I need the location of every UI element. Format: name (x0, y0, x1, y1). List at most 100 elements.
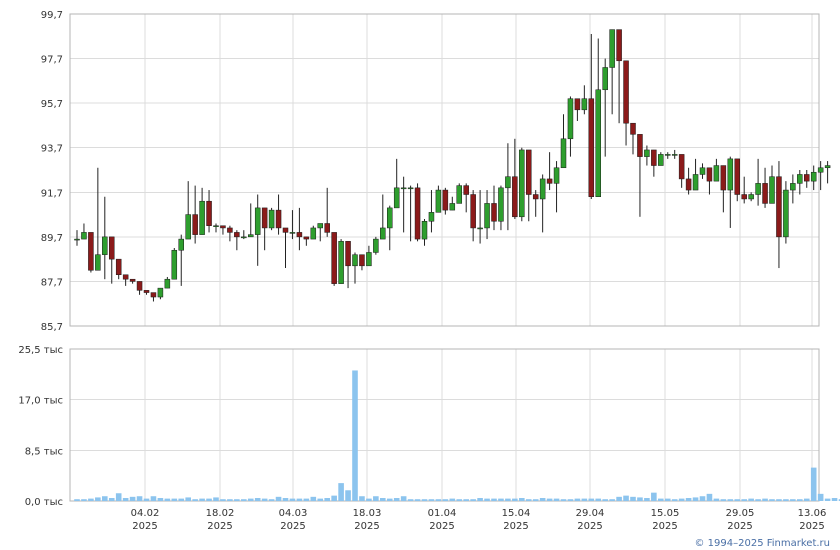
volume-bar (192, 499, 198, 501)
candle-body (143, 290, 150, 293)
candle (338, 239, 344, 284)
candle-body (241, 236, 247, 239)
candle (109, 236, 115, 284)
candle (671, 149, 678, 159)
candle (199, 187, 205, 235)
x-tick-date: 13.06 (798, 508, 827, 519)
volume-bar (442, 499, 449, 501)
volume-bar (817, 493, 824, 501)
volume-bar (797, 499, 803, 501)
candle-body (748, 194, 754, 200)
x-tick-year: 2025 (429, 521, 454, 532)
candle-body (324, 223, 330, 233)
candle-body (665, 154, 671, 156)
volume-bar (609, 499, 615, 501)
price-y-tick-label: 95,7 (41, 99, 63, 110)
volume-y-tick-label: 25,5 тыс (18, 345, 63, 356)
price-y-tick-label: 87,7 (41, 277, 63, 288)
candle-body (734, 158, 740, 195)
candle-body (623, 60, 629, 124)
volume-bar (790, 499, 796, 501)
candle-body (102, 236, 108, 255)
candle-body (178, 238, 184, 251)
candle-body (331, 232, 337, 284)
candle-body (136, 281, 143, 291)
candle-body (817, 167, 824, 173)
candle-body (553, 167, 560, 184)
candle-body (810, 171, 817, 182)
volume-bar (171, 498, 178, 501)
candle (484, 190, 490, 240)
candle-body (206, 200, 212, 226)
candle-body (595, 89, 601, 197)
volume-bar (275, 496, 282, 501)
candle (150, 292, 157, 302)
candle (665, 152, 671, 159)
candle (373, 236, 379, 255)
candle-body (122, 274, 129, 280)
volume-bar (783, 499, 789, 501)
candle (810, 165, 817, 191)
candle-body (526, 149, 532, 195)
volume-bar (574, 498, 581, 501)
candle-body (414, 187, 421, 240)
candle (699, 163, 706, 179)
candle (136, 281, 143, 295)
candle (331, 232, 337, 286)
volume-bar (380, 498, 386, 501)
candle (762, 167, 768, 208)
candle (428, 190, 435, 233)
candle-body (227, 227, 233, 233)
candle-body (512, 176, 518, 218)
candle (734, 158, 740, 202)
candle (470, 190, 476, 242)
x-tick-year: 2025 (799, 521, 824, 532)
candle-body (609, 29, 615, 68)
x-tick-year: 2025 (280, 521, 305, 532)
copyright-link[interactable]: © 1994–2025 Finmarket.ru (694, 538, 830, 549)
candle (755, 158, 761, 206)
candle (421, 219, 428, 246)
candle-body (658, 154, 664, 166)
candle-body (706, 167, 713, 182)
candle-body (720, 165, 727, 191)
x-tick-date: 04.03 (279, 508, 308, 519)
volume-bar (421, 499, 428, 501)
x-axis: 04.02 2025 18.02 2025 04.03 2025 18.03 2025 01.0… (131, 508, 827, 532)
volume-bar (748, 498, 754, 501)
candle-body (192, 214, 198, 235)
x-tick-year: 2025 (207, 521, 232, 532)
candle-body (213, 225, 219, 227)
volume-bar (115, 493, 122, 501)
candle (275, 194, 282, 235)
candle-body (776, 176, 782, 238)
volume-bar (331, 495, 337, 501)
volume-bar (95, 497, 101, 501)
candle-body (150, 292, 157, 298)
volume-bar (831, 498, 838, 501)
volume-bar (644, 498, 650, 501)
candle-body (88, 232, 94, 271)
candle-body (254, 207, 261, 235)
candle-body (449, 203, 456, 211)
candle (213, 223, 219, 233)
volume-panel: 25,5 тыс 17,0 тыс 8,5 тыс 0,0 тыс (18, 345, 840, 508)
candle-body (498, 187, 504, 222)
candle-body (581, 98, 588, 111)
x-tick-year: 2025 (727, 521, 752, 532)
volume-bar (317, 498, 324, 501)
candle (519, 147, 525, 222)
candle-body (387, 207, 393, 229)
volume-bar (803, 498, 810, 501)
candle (442, 187, 449, 215)
candle (720, 165, 727, 213)
candle-body (477, 227, 483, 230)
volume-bar (122, 498, 129, 501)
candle-body (359, 254, 365, 267)
volume-bar (338, 483, 344, 501)
candle-body (352, 254, 358, 267)
candle (546, 152, 553, 191)
volume-bar (595, 498, 602, 501)
candle (248, 203, 254, 238)
candle-body (546, 178, 553, 184)
